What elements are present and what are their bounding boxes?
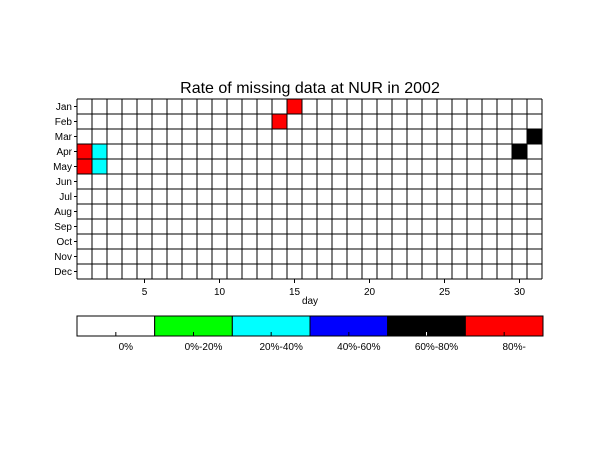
y-tick-label: Jan <box>56 102 72 113</box>
colorbar-label: 0% <box>119 342 134 353</box>
y-tick-label: Jul <box>59 192 72 203</box>
colorbar-label: 80%- <box>502 342 525 353</box>
colorbar-label: 20%-40% <box>259 342 302 353</box>
x-tick-label: 20 <box>364 287 376 298</box>
y-tick-label: Aug <box>54 207 72 218</box>
y-tick-label: Nov <box>54 252 72 263</box>
x-tick-label: 15 <box>289 287 301 298</box>
y-tick-label: May <box>53 162 72 173</box>
heatmap-cell <box>527 129 542 144</box>
y-tick-label: Mar <box>55 132 73 143</box>
heatmap-cell <box>272 114 287 129</box>
heatmap-cell <box>287 99 302 114</box>
heatmap-cell <box>92 144 107 159</box>
x-tick-labels: 5 10 15 20 25 30 <box>142 279 526 298</box>
y-tick-labels: Jan Feb Mar Apr May Jun Jul Aug Sep Oct Nov Dec <box>53 102 77 278</box>
x-tick-label: 30 <box>514 287 526 298</box>
y-tick-label: Apr <box>56 147 72 158</box>
x-tick-label: 10 <box>214 287 226 298</box>
colorbar-frame <box>76 315 544 337</box>
heatmap-grid <box>76 98 543 280</box>
y-tick-label: Oct <box>56 237 72 248</box>
heatmap-cells <box>77 99 542 174</box>
y-tick-label: Dec <box>54 267 72 278</box>
colorbar-label: 40%-60% <box>337 342 380 353</box>
heatmap-cell <box>512 144 527 159</box>
colorbar: 0% 0%-20% 20%-40% 40%-60% 60%-80% 80%- <box>76 315 544 353</box>
y-tick-label: Jun <box>56 177 72 188</box>
y-tick-label: Sep <box>54 222 72 233</box>
y-tick-label: Feb <box>55 117 73 128</box>
x-tick-label: 5 <box>142 287 148 298</box>
heatmap-cell <box>77 144 92 159</box>
colorbar-label: 60%-80% <box>415 342 458 353</box>
x-tick-label: 25 <box>439 287 451 298</box>
chart-title: Rate of missing data at NUR in 2002 <box>180 80 440 97</box>
heatmap-cell <box>77 159 92 174</box>
colorbar-label: 0%-20% <box>185 342 223 353</box>
heatmap-cell <box>92 159 107 174</box>
x-axis-label: day <box>302 296 318 307</box>
